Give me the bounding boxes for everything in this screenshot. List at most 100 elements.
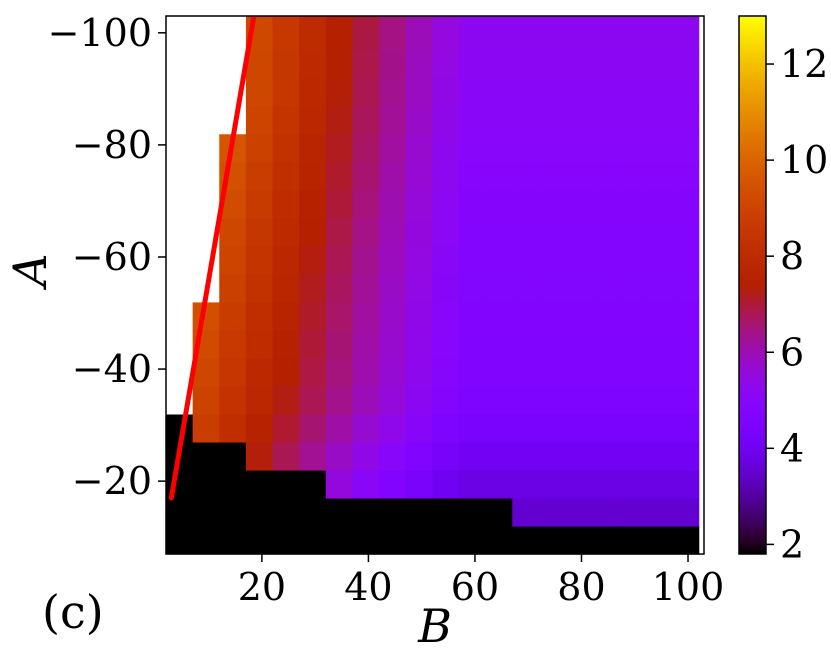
heatmap-cell <box>565 357 593 387</box>
heatmap-cell <box>432 273 460 303</box>
heatmap-cell <box>592 105 620 135</box>
heatmap-cell <box>379 217 407 247</box>
heatmap-cell <box>538 161 567 191</box>
heatmap-cell <box>565 525 593 555</box>
heatmap-cell <box>565 161 593 191</box>
heatmap-cell <box>618 49 646 79</box>
heatmap-cell <box>299 49 327 79</box>
heatmap-cell <box>512 49 540 79</box>
heatmap-cell <box>299 161 327 191</box>
heatmap-cell <box>379 133 407 163</box>
heatmap-cell <box>352 161 380 191</box>
heatmap-cell <box>352 189 380 219</box>
heatmap-cell <box>272 161 300 191</box>
heatmap-cell <box>645 329 673 359</box>
heatmap-cell <box>565 497 593 527</box>
heatmap-cell <box>192 16 220 23</box>
heatmap-cell <box>325 189 354 219</box>
heatmap-cell <box>432 329 460 359</box>
heatmap-cell <box>592 385 620 415</box>
heatmap-cell <box>538 441 567 471</box>
heatmap-cell <box>592 161 620 191</box>
heatmap-cell <box>618 497 646 527</box>
heatmap-cell <box>299 189 327 219</box>
heatmap-cell <box>618 16 646 23</box>
heatmap-cell <box>405 16 433 23</box>
heatmap-cell <box>405 217 433 247</box>
heatmap-cell <box>405 497 433 527</box>
heatmap-cell <box>672 525 700 555</box>
heatmap-cell <box>512 497 540 527</box>
heatmap-cell <box>166 357 194 387</box>
heatmap-cell <box>272 441 300 471</box>
heatmap-cell <box>592 49 620 79</box>
heatmap-cell <box>565 413 593 443</box>
heatmap-cell <box>352 329 380 359</box>
heatmap-cell <box>565 385 593 415</box>
heatmap-cell <box>618 217 646 247</box>
heatmap-cell <box>432 133 460 163</box>
heatmap-cell <box>325 133 354 163</box>
heatmap-cell <box>192 161 220 191</box>
heatmap-cell <box>458 161 487 191</box>
heatmap-cell <box>538 469 567 499</box>
heatmap-cell <box>458 301 487 331</box>
heatmap-cell <box>192 133 220 163</box>
heatmap-cell <box>645 301 673 331</box>
heatmap-cell <box>166 525 194 555</box>
heatmap-cell <box>565 77 593 107</box>
heatmap-cell <box>538 105 567 135</box>
heatmap-cell <box>618 133 646 163</box>
heatmap-cell <box>299 497 327 527</box>
heatmap-cell <box>485 497 513 527</box>
heatmap-cell <box>192 49 220 79</box>
heatmap-cell <box>432 497 460 527</box>
heatmap-cell <box>166 245 194 275</box>
heatmap-cell <box>432 49 460 79</box>
heatmap-cell <box>565 49 593 79</box>
heatmap-cell <box>672 385 700 415</box>
heatmap-cell <box>245 273 274 303</box>
heatmap-cell <box>299 525 327 555</box>
heatmap-cell <box>379 329 407 359</box>
heatmap-cell <box>672 77 700 107</box>
heatmap-cell <box>485 105 513 135</box>
heatmap-cell <box>618 189 646 219</box>
colorbar-tick-label: 8 <box>780 234 804 278</box>
heatmap-cell <box>592 357 620 387</box>
heatmap-cell <box>405 189 433 219</box>
heatmap-cell <box>645 525 673 555</box>
heatmap-cell <box>192 469 220 499</box>
heatmap-cell <box>432 301 460 331</box>
heatmap-cell <box>299 329 327 359</box>
heatmap-cell <box>432 245 460 275</box>
heatmap-cell <box>458 525 487 555</box>
heatmap-cell <box>325 525 354 555</box>
x-axis: 20 40 60 80 100 <box>238 554 724 609</box>
heatmap-cell <box>192 105 220 135</box>
heatmap-cell <box>245 189 274 219</box>
heatmap-cell <box>538 217 567 247</box>
heatmap-cell <box>379 105 407 135</box>
heatmap-cell <box>352 357 380 387</box>
heatmap-cell <box>618 105 646 135</box>
heatmap-cell <box>672 273 700 303</box>
heatmap-cell <box>219 525 247 555</box>
heatmap-cell <box>325 329 354 359</box>
colorbar-axis: 2 4 6 8 10 12 <box>766 42 828 566</box>
heatmap-cell <box>272 301 300 331</box>
heatmap-cell <box>538 21 567 51</box>
heatmap-cell <box>672 413 700 443</box>
heatmap-cell <box>219 469 247 499</box>
heatmap-cell <box>432 413 460 443</box>
heatmap-cell <box>192 189 220 219</box>
heatmap-cell <box>592 441 620 471</box>
heatmap-cell <box>219 357 247 387</box>
heatmap-cell <box>352 441 380 471</box>
heatmap-cell <box>352 525 380 555</box>
y-tick-label: −40 <box>72 347 152 391</box>
heatmap-cell <box>325 105 354 135</box>
heatmap-cell <box>672 441 700 471</box>
heatmap-cell <box>645 189 673 219</box>
boundary-line <box>168 16 257 501</box>
